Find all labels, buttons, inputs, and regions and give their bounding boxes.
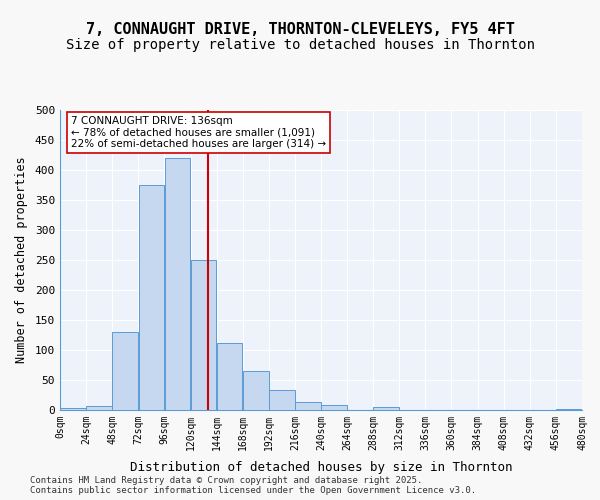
Bar [164, 158, 190, 410]
Bar [139, 185, 164, 410]
Bar [191, 260, 217, 410]
Text: Size of property relative to detached houses in Thornton: Size of property relative to detached ho… [65, 38, 535, 52]
Bar [243, 371, 269, 410]
Bar [373, 407, 399, 410]
Text: Contains HM Land Registry data © Crown copyright and database right 2025.
Contai: Contains HM Land Registry data © Crown c… [30, 476, 476, 495]
Bar [556, 409, 582, 410]
Bar [112, 332, 138, 410]
Y-axis label: Number of detached properties: Number of detached properties [15, 156, 28, 364]
Bar [269, 390, 295, 410]
Bar [60, 408, 86, 410]
Bar [295, 402, 321, 410]
X-axis label: Distribution of detached houses by size in Thornton: Distribution of detached houses by size … [130, 461, 512, 474]
Bar [217, 343, 242, 410]
Bar [86, 406, 112, 410]
Text: 7, CONNAUGHT DRIVE, THORNTON-CLEVELEYS, FY5 4FT: 7, CONNAUGHT DRIVE, THORNTON-CLEVELEYS, … [86, 22, 514, 38]
Bar [321, 405, 347, 410]
Text: 7 CONNAUGHT DRIVE: 136sqm
← 78% of detached houses are smaller (1,091)
22% of se: 7 CONNAUGHT DRIVE: 136sqm ← 78% of detac… [71, 116, 326, 149]
